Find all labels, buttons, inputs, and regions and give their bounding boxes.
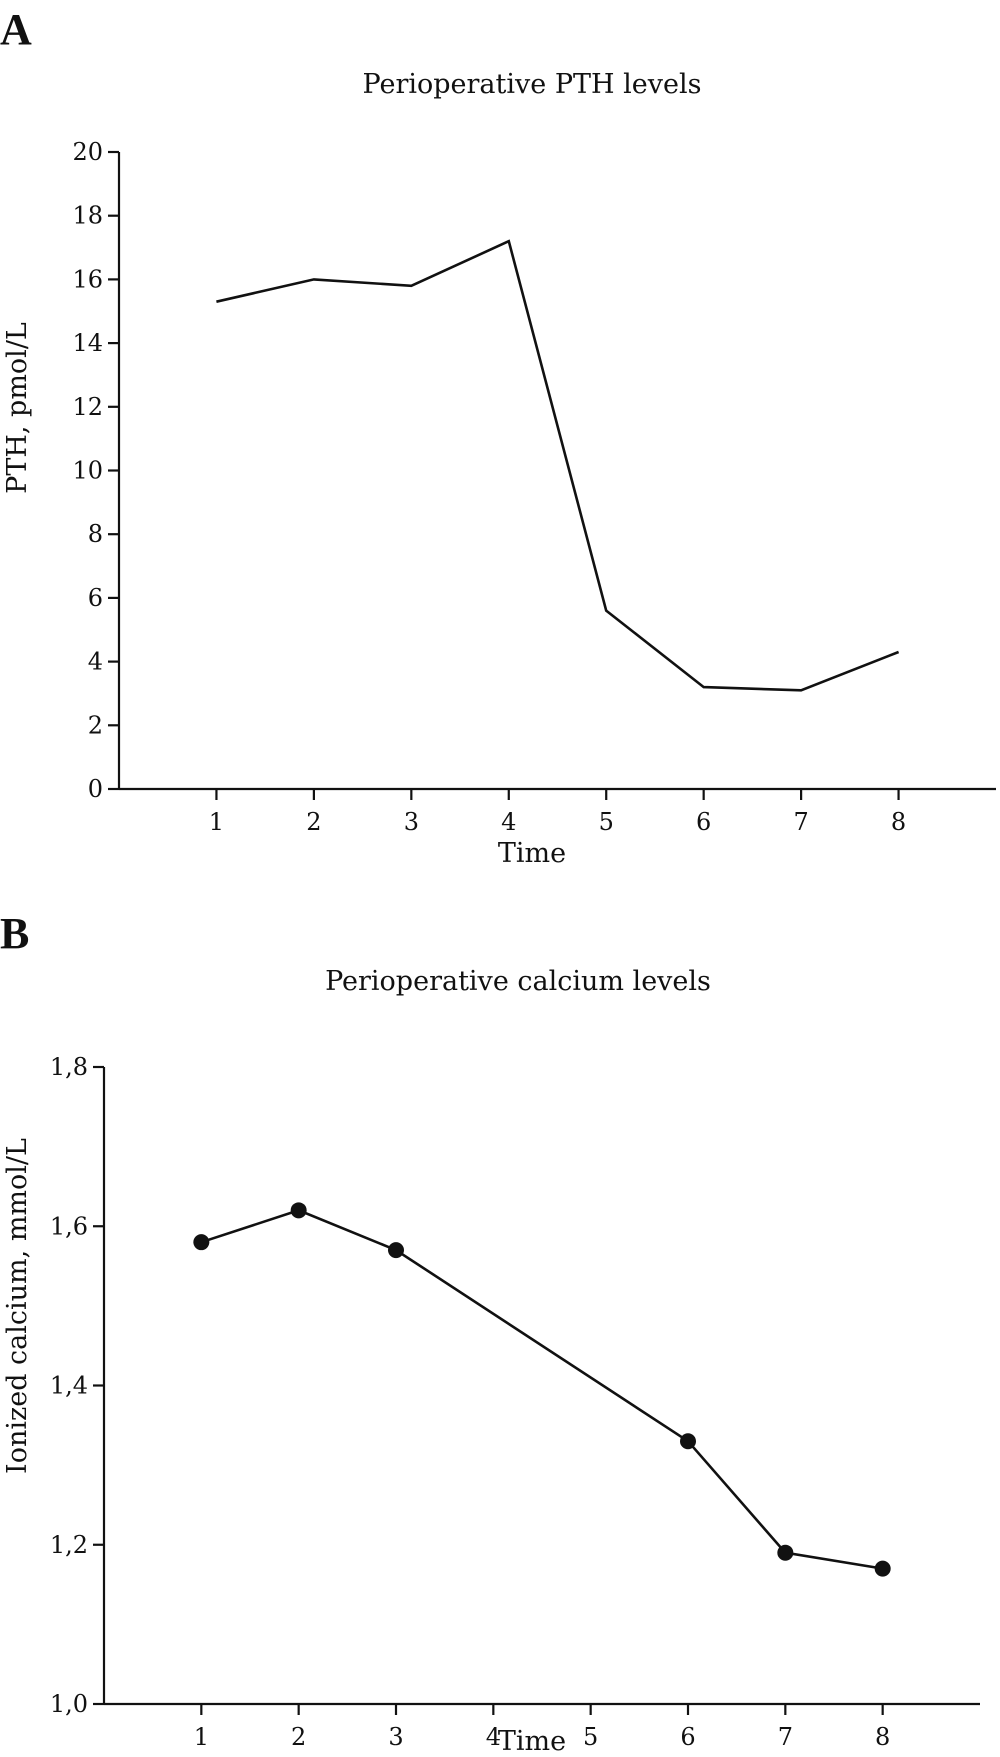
y-tick-label-a: 20 (72, 138, 103, 166)
series-line-b (200, 1208, 883, 1570)
y-tick-label-a: 6 (88, 584, 103, 612)
data-point-b (680, 1433, 696, 1450)
y-tick-label-a: 14 (72, 329, 103, 357)
panel-label-b: B (0, 909, 29, 958)
y-tick-label-a: 10 (72, 457, 103, 485)
x-tick-label-a: 4 (501, 808, 516, 836)
x-tick-label-a: 6 (696, 808, 711, 836)
y-tick-label-b: 1,2 (50, 1531, 88, 1559)
panel-a: A Perioperative PTH levels PTH, pmol/L T… (0, 5, 996, 869)
chart-title-a: Perioperative PTH levels (363, 69, 702, 100)
x-tick-label-b: 1 (194, 1723, 209, 1751)
x-tick-label-a: 2 (306, 808, 321, 836)
x-tick-label-a: 8 (891, 808, 906, 836)
chart-title-b: Perioperative calcium levels (325, 966, 711, 997)
panel-label-a: A (0, 5, 32, 54)
data-point-b (290, 1202, 307, 1219)
x-tick-label-b: 5 (583, 1723, 598, 1751)
y-axis-label-a: PTH, pmol/L (2, 322, 33, 494)
x-tick-label-a: 7 (793, 808, 808, 836)
y-tick-label-a: 12 (72, 393, 103, 421)
y-tick-label-a: 16 (72, 265, 103, 293)
y-tick-label-a: 18 (72, 202, 103, 230)
x-tick-label-a: 1 (209, 808, 224, 836)
x-tick-label-b: 6 (680, 1723, 695, 1751)
y-tick-label-b: 1,8 (50, 1053, 88, 1081)
data-point-b (874, 1560, 891, 1577)
data-point-b (388, 1242, 404, 1259)
x-axis-label-a: Time (498, 838, 566, 869)
data-point-b (777, 1544, 794, 1561)
panel-b: B Perioperative calcium levels Ionized c… (0, 909, 980, 1757)
x-axis-label-b: Time (498, 1726, 566, 1757)
x-tick-label-b: 7 (778, 1723, 793, 1751)
y-tick-label-a: 2 (88, 711, 103, 739)
x-tick-label-a: 5 (599, 808, 614, 836)
x-tick-label-b: 3 (388, 1723, 403, 1751)
x-tick-label-b: 4 (486, 1723, 501, 1751)
plot-area-b: 1,0 1,2 1,4 1,6 1,8 1 2 3 4 5 6 7 8 (50, 1053, 980, 1751)
x-tick-label-a: 3 (404, 808, 419, 836)
y-axis-label-b: Ionized calcium, mmol/L (2, 1138, 33, 1474)
y-tick-label-b: 1,0 (50, 1690, 88, 1718)
series-line-a (216, 239, 900, 692)
y-tick-label-a: 0 (88, 775, 103, 803)
data-point-b (193, 1234, 210, 1251)
y-tick-label-a: 4 (88, 648, 103, 676)
x-tick-label-b: 8 (875, 1723, 890, 1751)
y-tick-label-b: 1,6 (50, 1212, 88, 1240)
y-tick-label-a: 8 (88, 520, 103, 548)
y-tick-label-b: 1,4 (50, 1372, 88, 1400)
x-tick-label-b: 2 (291, 1723, 306, 1751)
